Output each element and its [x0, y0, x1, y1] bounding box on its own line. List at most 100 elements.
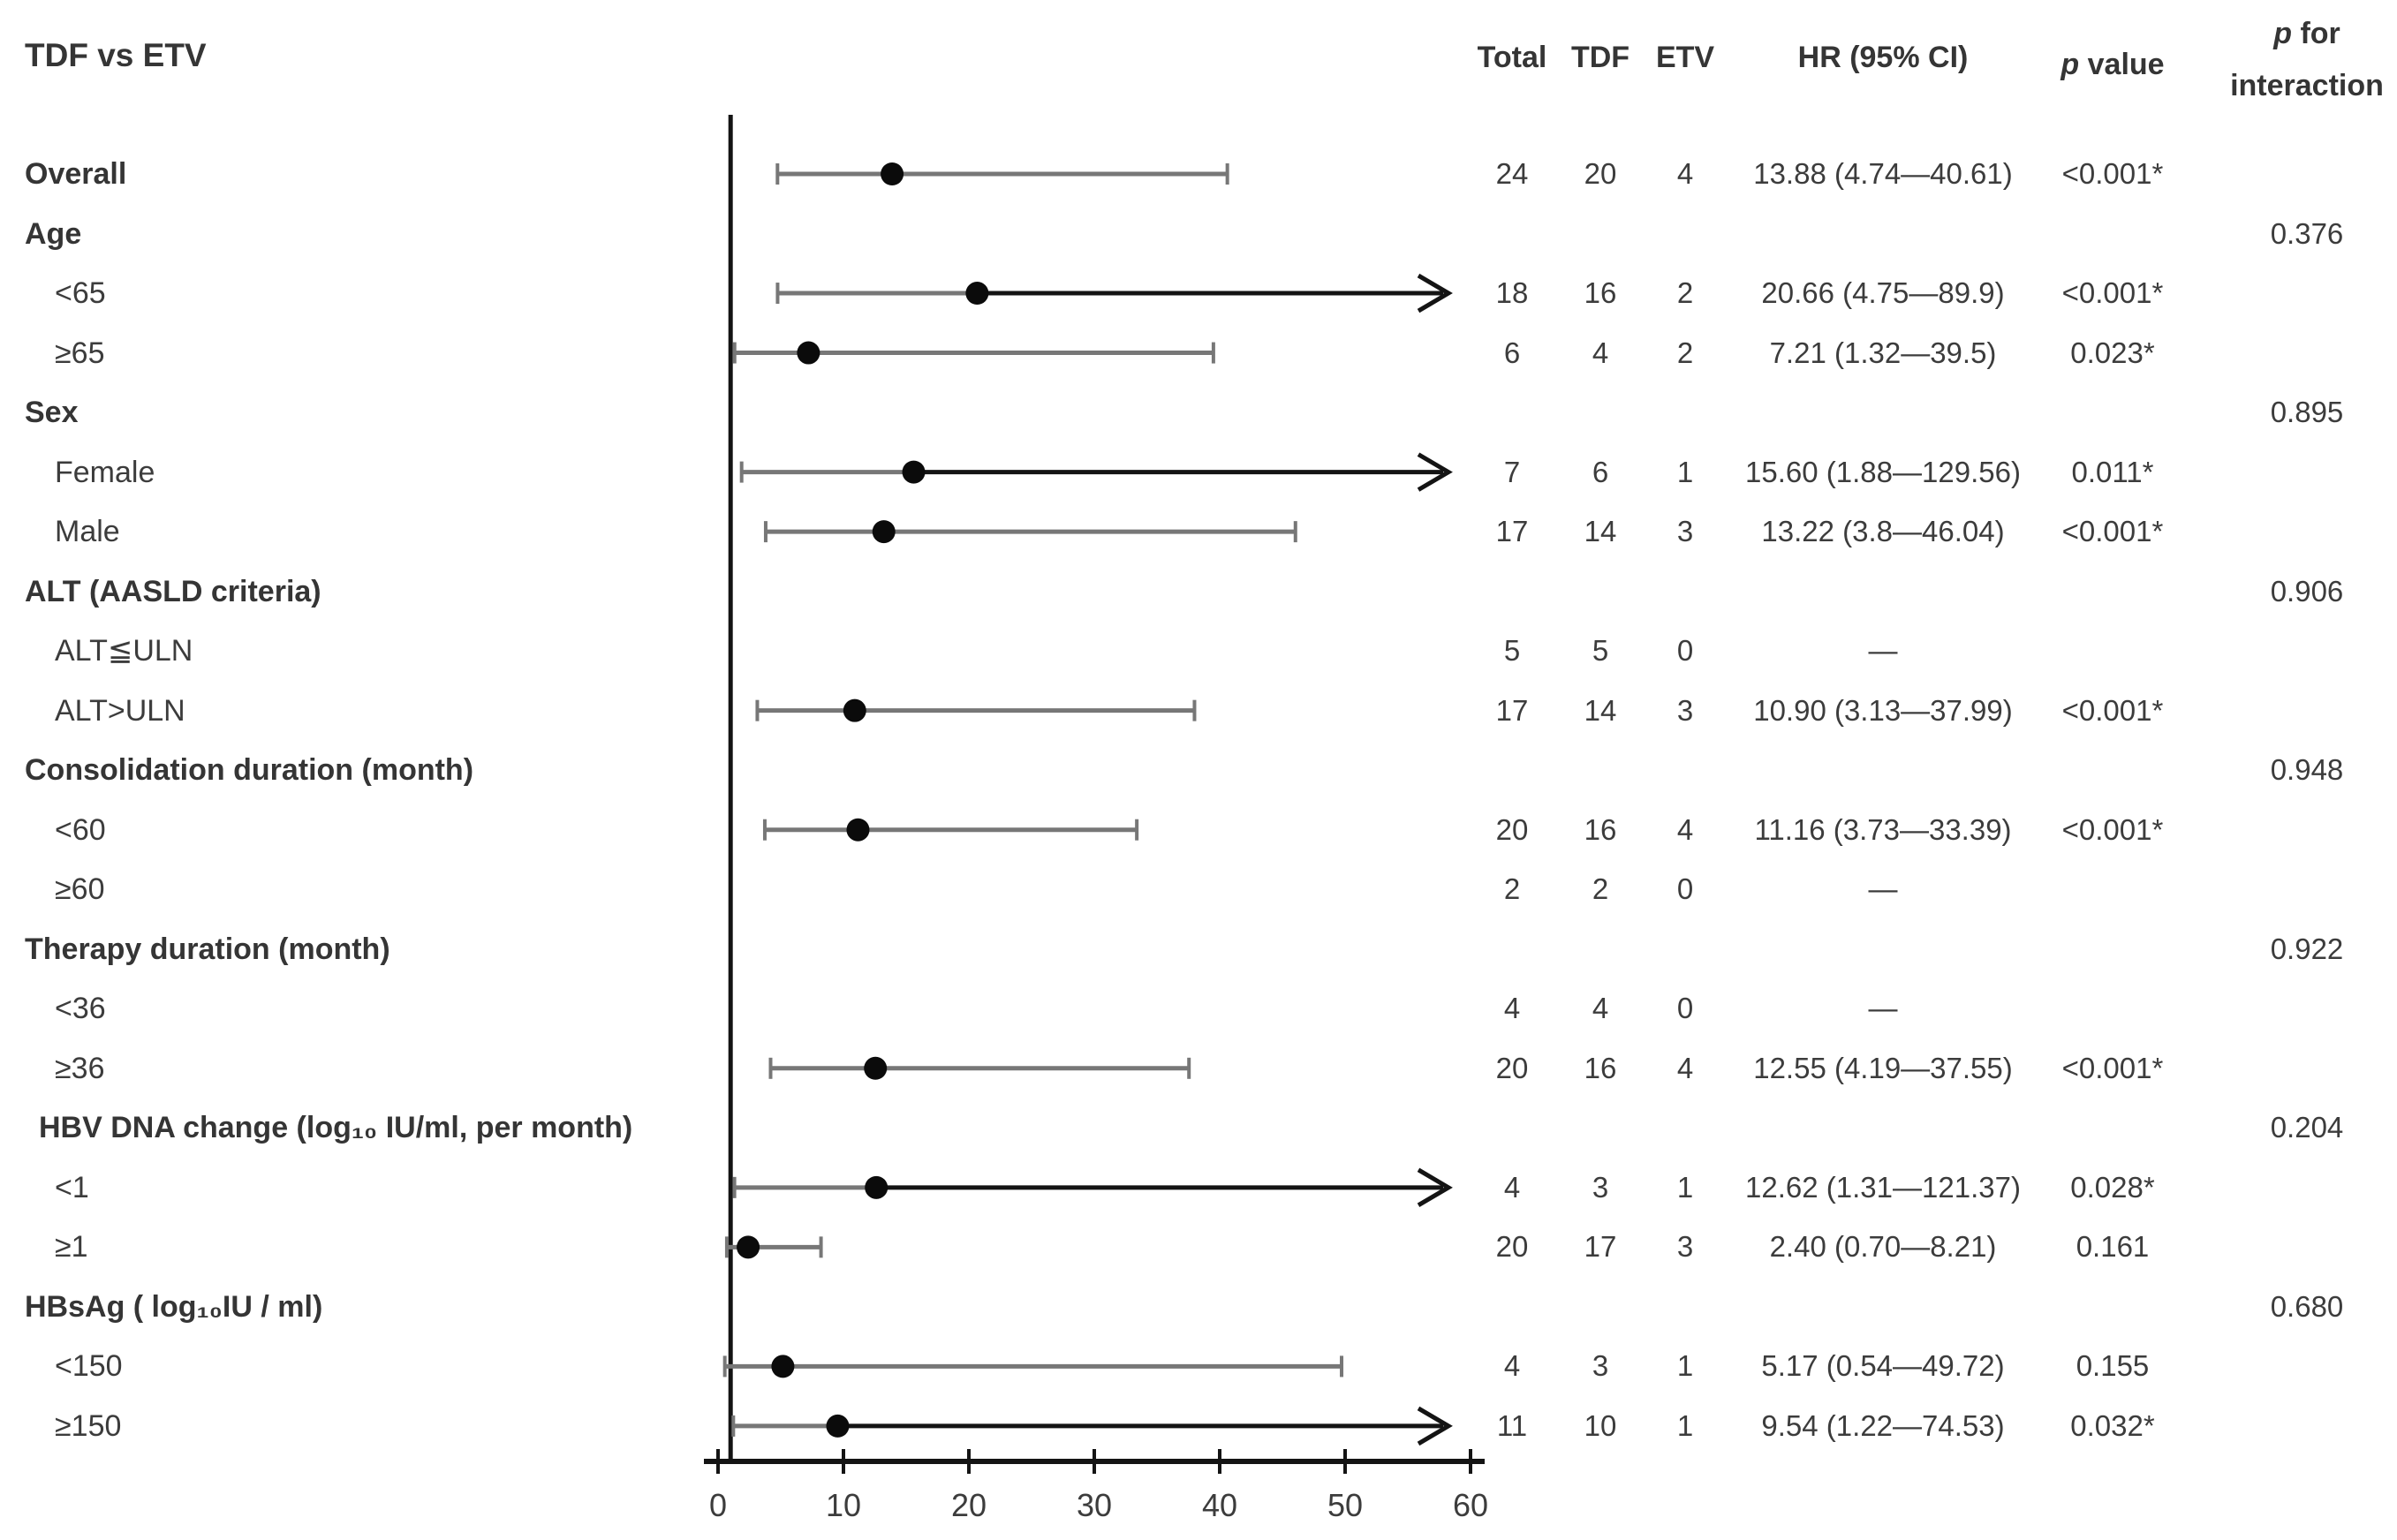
cell-etv: 3 [1676, 515, 1694, 548]
hr-point [771, 1355, 795, 1378]
cell-etv: 0 [1676, 634, 1694, 668]
cell-tdf: 20 [1584, 157, 1617, 190]
p-value-header-p: p [2061, 48, 2080, 81]
ci-arrow-head [1417, 1167, 1453, 1207]
cell-hr-ci: 12.55 (4.19—37.55) [1753, 1051, 2013, 1084]
hr-point [965, 282, 989, 306]
cell-tdf: 4 [1592, 992, 1609, 1025]
cell-total: 2 [1503, 872, 1521, 906]
cell-etv: 1 [1676, 1170, 1694, 1204]
hr-point [846, 818, 870, 842]
row-label: ≥60 [55, 872, 105, 907]
row-label: Male [55, 515, 120, 549]
cell-tdf: 16 [1584, 812, 1617, 846]
hr-point [843, 698, 866, 722]
cell-total: 11 [1496, 1408, 1528, 1442]
cell-p-interaction: 0.922 [2270, 932, 2344, 965]
cell-p-value: 0.155 [2076, 1349, 2150, 1383]
cell-tdf: 5 [1592, 634, 1609, 668]
figure-title: TDF vs ETV [25, 37, 207, 73]
cell-etv: 1 [1676, 1349, 1694, 1383]
cell-tdf: 16 [1584, 1051, 1617, 1084]
cell-total: 4 [1503, 992, 1521, 1025]
column-header-tdf: TDF [1570, 41, 1630, 74]
cell-p-value: 0.011* [2071, 455, 2154, 488]
cell-tdf: 16 [1584, 276, 1617, 310]
cell-p-value: <0.001* [2061, 693, 2164, 727]
p-interaction-header-p: p [2273, 17, 2292, 50]
cell-p-interaction: 0.680 [2270, 1289, 2344, 1323]
row-label: Overall [25, 157, 127, 191]
row-label: HBsAg ( log₁₀IU / ml) [25, 1289, 323, 1324]
x-tick-label: 40 [1201, 1487, 1238, 1523]
cell-p-interaction: 0.906 [2270, 574, 2344, 608]
row-label: Therapy duration (month) [25, 932, 390, 966]
cell-p-value: <0.001* [2061, 276, 2164, 310]
hr-point [797, 341, 820, 365]
cell-etv: 4 [1676, 157, 1694, 190]
cell-hr-ci: 12.62 (1.31—121.37) [1745, 1170, 2021, 1204]
cell-p-value: 0.032* [2070, 1408, 2155, 1442]
row-label: ≥150 [55, 1408, 122, 1443]
row-label: Consolidation duration (month) [25, 753, 474, 788]
cell-total: 4 [1503, 1170, 1521, 1204]
cell-p-value: 0.028* [2070, 1170, 2155, 1204]
cell-p-value: 0.161 [2076, 1230, 2150, 1264]
cell-hr-ci: 7.21 (1.32—39.5) [1769, 336, 1997, 369]
cell-hr-ci: 2.40 (0.70—8.21) [1769, 1230, 1997, 1264]
hr-point [865, 1175, 888, 1199]
cell-hr-ci: — [1868, 872, 1898, 906]
cell-tdf: 14 [1584, 515, 1617, 548]
cell-tdf: 14 [1584, 693, 1617, 727]
p-interaction-header-for: for [2300, 17, 2340, 50]
cell-p-value: <0.001* [2061, 157, 2164, 190]
cell-p-interaction: 0.376 [2270, 216, 2344, 250]
cell-etv: 4 [1676, 812, 1694, 846]
row-label: ALT (AASLD criteria) [25, 574, 321, 608]
row-label: HBV DNA change (log₁₀ IU/ml, per month) [39, 1111, 633, 1145]
row-label: ALT≦ULN [55, 634, 193, 668]
row-label: ≥36 [55, 1051, 105, 1085]
cell-total: 24 [1495, 157, 1529, 190]
x-tick-label: 10 [825, 1487, 862, 1523]
cell-total: 6 [1503, 336, 1521, 369]
cell-p-value: 0.023* [2070, 336, 2155, 369]
x-tick-label: 30 [1076, 1487, 1113, 1523]
cell-tdf: 4 [1592, 336, 1609, 369]
hr-point [902, 460, 926, 484]
cell-etv: 1 [1676, 455, 1694, 488]
cell-p-value: <0.001* [2061, 1051, 2164, 1084]
cell-hr-ci: — [1868, 992, 1898, 1025]
cell-hr-ci: 13.22 (3.8—46.04) [1761, 515, 2005, 548]
x-tick-label: 60 [1452, 1487, 1489, 1523]
cell-tdf: 10 [1584, 1408, 1617, 1442]
cell-hr-ci: 10.90 (3.13—37.99) [1753, 693, 2013, 727]
hr-point [872, 520, 896, 544]
cell-total: 17 [1495, 693, 1529, 727]
ci-arrow-head [1417, 452, 1453, 492]
cell-hr-ci: 20.66 (4.75—89.9) [1761, 276, 2005, 310]
cell-tdf: 3 [1592, 1349, 1609, 1383]
cell-total: 5 [1503, 634, 1521, 668]
cell-hr-ci: 9.54 (1.22—74.53) [1761, 1408, 2005, 1442]
cell-total: 20 [1495, 812, 1529, 846]
column-header-p-interaction-line1: p for [2174, 18, 2397, 49]
row-label: <150 [55, 1349, 123, 1384]
cell-etv: 2 [1676, 336, 1694, 369]
cell-hr-ci: 5.17 (0.54—49.72) [1761, 1349, 2005, 1383]
cell-etv: 0 [1676, 872, 1694, 906]
row-label: ≥1 [55, 1230, 88, 1264]
cell-hr-ci: 13.88 (4.74—40.61) [1753, 157, 2013, 190]
ci-arrow-head [1417, 1406, 1453, 1446]
cell-etv: 3 [1676, 693, 1694, 727]
cell-etv: 2 [1676, 276, 1694, 310]
p-value-header-rest: value [2087, 48, 2165, 81]
row-label: <65 [55, 276, 106, 311]
cell-p-value: <0.001* [2061, 515, 2164, 548]
cell-hr-ci: 11.16 (3.73—33.39) [1754, 812, 2012, 846]
cell-total: 18 [1495, 276, 1529, 310]
cell-tdf: 3 [1592, 1170, 1609, 1204]
row-label: Age [25, 216, 82, 251]
column-header-p-interaction-line2: interaction [2230, 69, 2384, 102]
